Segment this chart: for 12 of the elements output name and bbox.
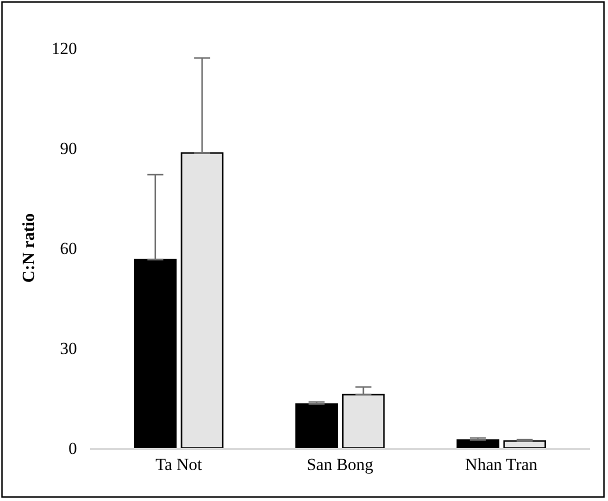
y-tick-label: 90 bbox=[60, 138, 77, 158]
bar bbox=[295, 403, 338, 448]
bar bbox=[456, 439, 500, 448]
x-tick-label: Ta Not bbox=[155, 455, 202, 474]
y-tick-label: 120 bbox=[52, 38, 77, 58]
y-tick-label: 0 bbox=[68, 438, 77, 458]
y-axis-title: C:N ratio bbox=[19, 213, 38, 283]
x-tick-label: San Bong bbox=[306, 455, 374, 474]
bar bbox=[134, 258, 177, 448]
y-tick-label: 60 bbox=[60, 238, 77, 258]
y-tick-label: 30 bbox=[60, 338, 77, 358]
x-tick-label: Nhan Tran bbox=[465, 455, 538, 474]
